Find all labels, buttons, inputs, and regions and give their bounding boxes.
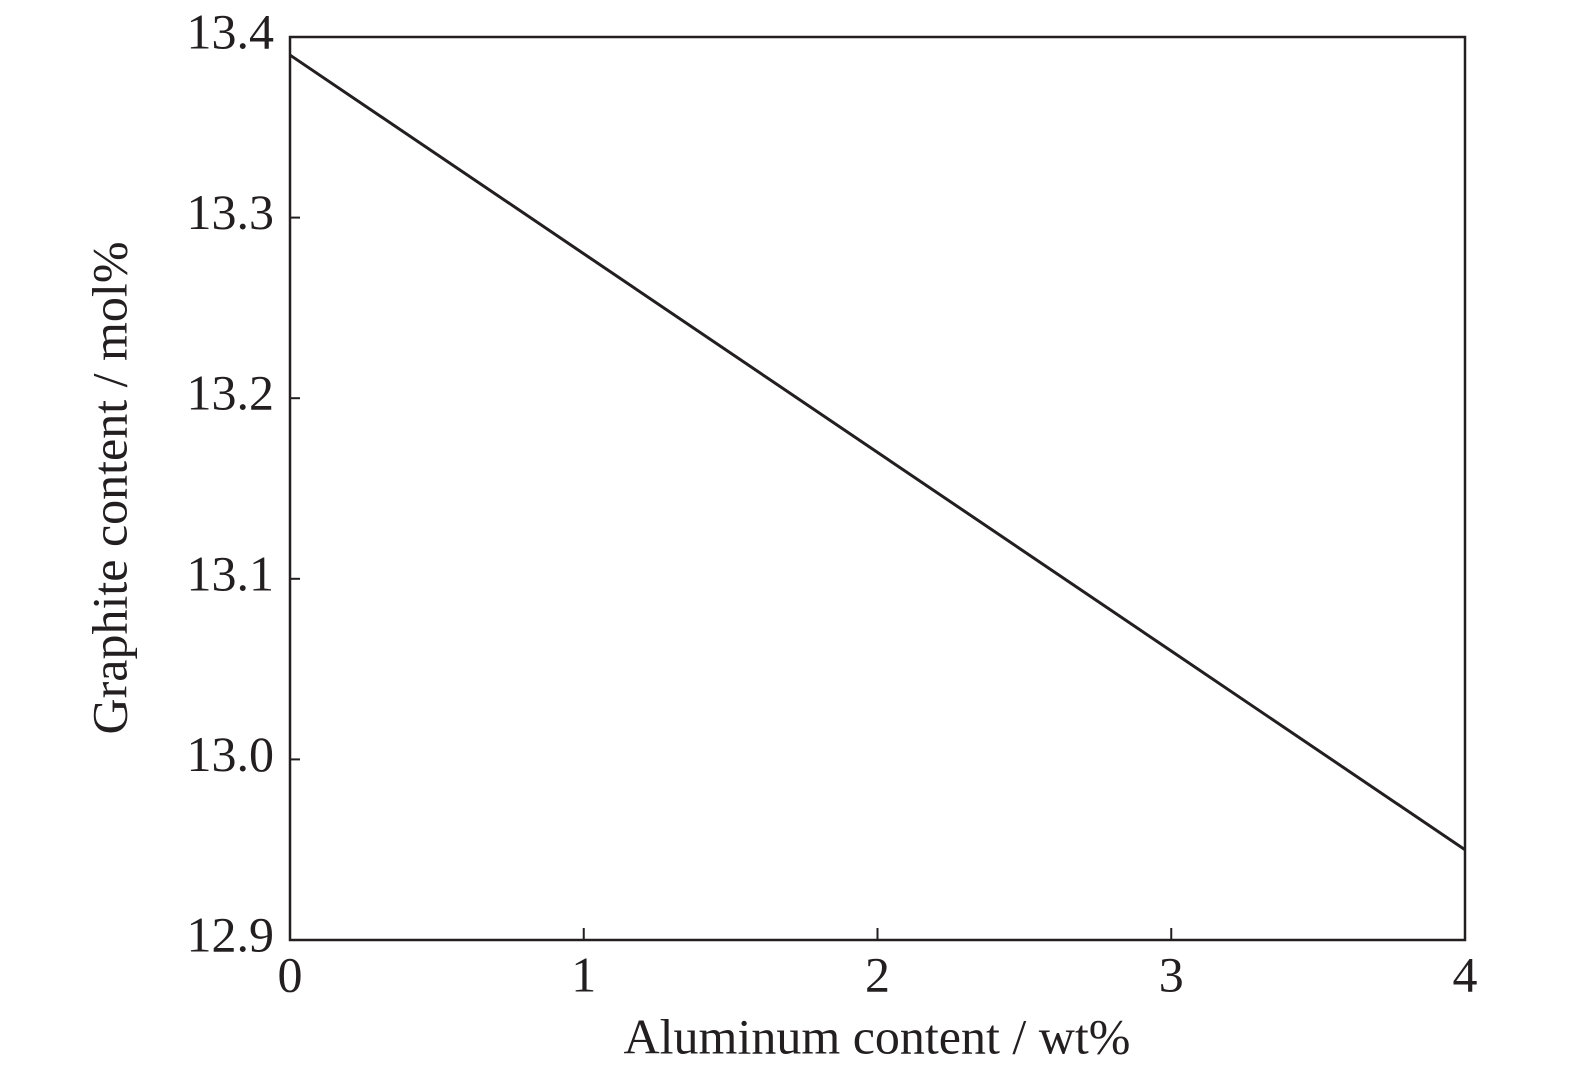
y-tick-label: 13.1	[187, 545, 275, 601]
y-tick-label: 13.4	[187, 3, 275, 59]
x-tick-label: 3	[1159, 946, 1184, 1002]
y-tick-label: 12.9	[187, 906, 275, 962]
x-tick-label: 4	[1453, 946, 1478, 1002]
x-tick-label: 0	[278, 946, 303, 1002]
y-tick-label: 13.3	[187, 184, 275, 240]
y-tick-label: 13.0	[187, 726, 275, 782]
data-line	[289, 53, 1466, 851]
x-tick-label: 2	[865, 946, 890, 1002]
y-tick-label: 13.2	[187, 365, 275, 421]
y-axis-label: Graphite content / mol%	[81, 242, 137, 735]
x-tick-label: 1	[571, 946, 596, 1002]
x-axis-label: Aluminum content / wt%	[624, 1008, 1131, 1064]
